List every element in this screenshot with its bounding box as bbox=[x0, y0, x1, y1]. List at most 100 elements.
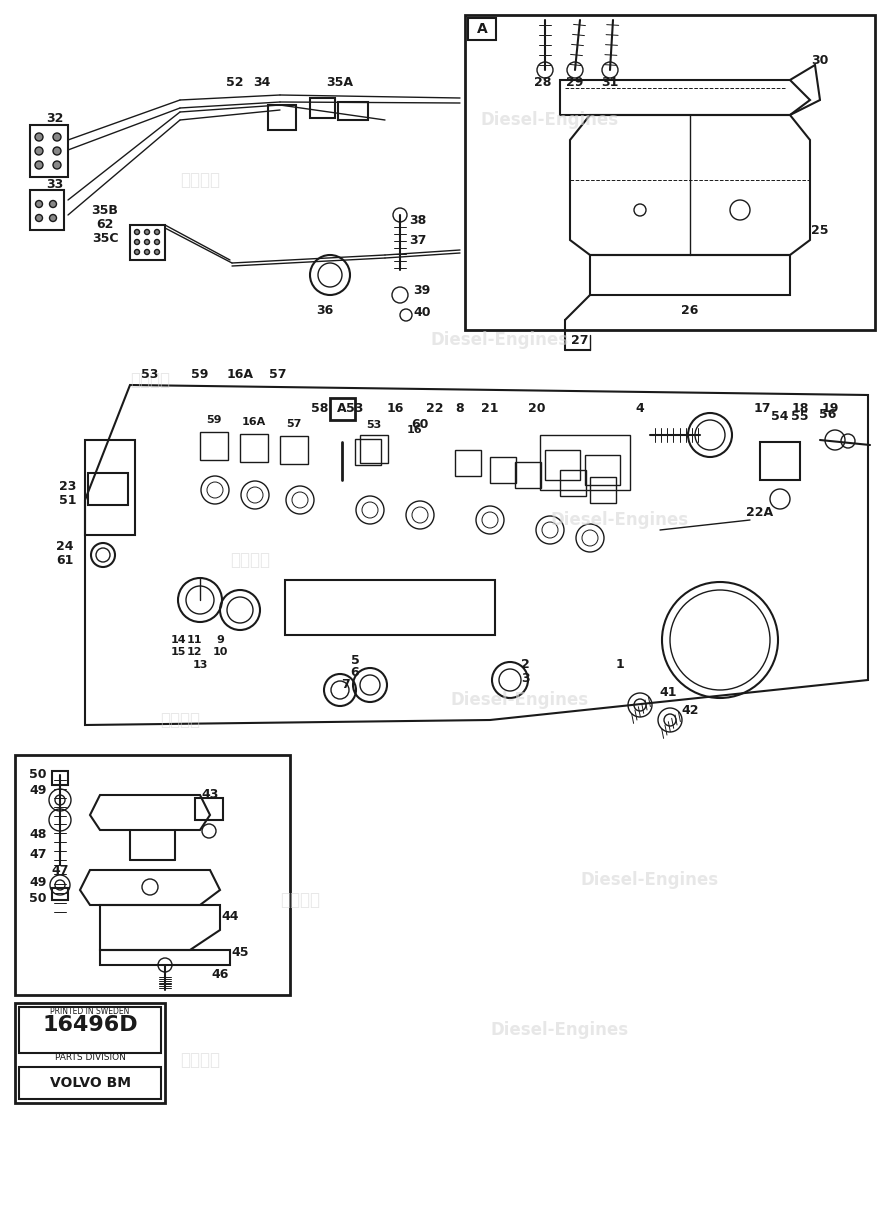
Text: 40: 40 bbox=[413, 305, 431, 319]
Text: 57: 57 bbox=[270, 369, 287, 381]
Text: 35C: 35C bbox=[92, 231, 118, 245]
Circle shape bbox=[53, 133, 61, 141]
Text: 23: 23 bbox=[60, 481, 77, 493]
Circle shape bbox=[134, 240, 140, 245]
Text: 36: 36 bbox=[316, 304, 334, 316]
Text: 16A: 16A bbox=[242, 417, 266, 427]
Bar bbox=[19, 1066, 161, 1098]
Bar bbox=[100, 950, 230, 966]
Text: Diesel-Engines: Diesel-Engines bbox=[451, 691, 589, 708]
Text: 60: 60 bbox=[411, 418, 429, 432]
Text: 12: 12 bbox=[186, 647, 202, 657]
Bar bbox=[515, 462, 541, 488]
Text: 30: 30 bbox=[812, 53, 829, 66]
Text: 50: 50 bbox=[29, 892, 47, 904]
Text: A: A bbox=[337, 402, 347, 416]
Text: 4: 4 bbox=[635, 401, 644, 415]
Text: 5: 5 bbox=[351, 653, 360, 667]
Text: 59: 59 bbox=[191, 369, 208, 381]
Circle shape bbox=[35, 148, 43, 155]
Text: 聚发动力: 聚发动力 bbox=[180, 1050, 220, 1069]
Text: 1: 1 bbox=[616, 658, 625, 672]
Bar bbox=[355, 439, 381, 465]
Text: Diesel-Engines: Diesel-Engines bbox=[431, 331, 569, 349]
Bar bbox=[85, 440, 135, 535]
Circle shape bbox=[50, 200, 56, 208]
Text: 34: 34 bbox=[254, 76, 271, 90]
Bar bbox=[310, 98, 335, 118]
Text: 33: 33 bbox=[46, 178, 63, 192]
Text: Diesel-Engines: Diesel-Engines bbox=[551, 510, 689, 529]
Text: 16: 16 bbox=[386, 402, 404, 416]
Circle shape bbox=[155, 240, 159, 245]
Circle shape bbox=[144, 230, 150, 235]
Text: 聚发动力: 聚发动力 bbox=[230, 551, 270, 569]
Text: 47: 47 bbox=[52, 863, 69, 877]
Text: 13: 13 bbox=[192, 661, 207, 670]
Bar bbox=[490, 458, 516, 483]
Circle shape bbox=[35, 133, 43, 141]
Text: 49: 49 bbox=[29, 784, 46, 797]
Text: 58: 58 bbox=[312, 401, 328, 415]
Bar bbox=[52, 888, 68, 900]
Text: 45: 45 bbox=[231, 946, 248, 958]
Text: 聚发动力: 聚发动力 bbox=[130, 371, 170, 389]
Text: 14: 14 bbox=[170, 635, 186, 645]
Text: 39: 39 bbox=[413, 283, 431, 296]
Circle shape bbox=[36, 214, 43, 221]
Bar bbox=[760, 442, 800, 480]
Bar bbox=[455, 450, 481, 476]
Text: 24: 24 bbox=[56, 540, 74, 554]
Text: 53: 53 bbox=[367, 419, 382, 430]
Text: 53: 53 bbox=[142, 369, 158, 381]
Text: 48: 48 bbox=[29, 829, 46, 841]
Text: Diesel-Engines: Diesel-Engines bbox=[491, 1021, 629, 1039]
Bar bbox=[15, 1002, 165, 1103]
Text: 38: 38 bbox=[409, 214, 426, 226]
Text: 54: 54 bbox=[772, 410, 789, 422]
Text: 17: 17 bbox=[753, 401, 771, 415]
Text: 47: 47 bbox=[29, 849, 47, 861]
Text: 50: 50 bbox=[29, 769, 47, 781]
Text: 聚发动力: 聚发动力 bbox=[280, 891, 320, 909]
Bar bbox=[330, 399, 355, 419]
Text: 46: 46 bbox=[211, 968, 229, 982]
Bar bbox=[540, 435, 630, 490]
Text: 8: 8 bbox=[456, 402, 465, 416]
Text: 41: 41 bbox=[659, 686, 676, 700]
Text: 3: 3 bbox=[521, 672, 530, 685]
Text: 61: 61 bbox=[56, 554, 74, 567]
Text: 20: 20 bbox=[529, 401, 546, 415]
Text: 29: 29 bbox=[566, 76, 584, 90]
Text: VOLVO BM: VOLVO BM bbox=[50, 1076, 131, 1090]
Text: 22: 22 bbox=[426, 402, 444, 416]
Circle shape bbox=[50, 214, 56, 221]
Bar bbox=[465, 15, 875, 330]
Text: 35A: 35A bbox=[327, 75, 353, 89]
Bar bbox=[200, 432, 228, 460]
Circle shape bbox=[53, 161, 61, 169]
Text: 59: 59 bbox=[206, 415, 222, 426]
Bar bbox=[285, 581, 495, 635]
Bar bbox=[590, 477, 616, 503]
Text: 22A: 22A bbox=[747, 507, 773, 519]
Bar bbox=[268, 105, 296, 130]
Text: A: A bbox=[477, 22, 488, 36]
Bar bbox=[240, 434, 268, 462]
Text: 32: 32 bbox=[46, 112, 64, 124]
Text: 25: 25 bbox=[812, 224, 829, 236]
Text: 16: 16 bbox=[406, 426, 422, 435]
Text: 28: 28 bbox=[534, 76, 552, 90]
Text: Diesel-Engines: Diesel-Engines bbox=[481, 111, 619, 129]
Text: 43: 43 bbox=[201, 788, 219, 802]
Text: PRINTED IN SWEDEN: PRINTED IN SWEDEN bbox=[51, 1006, 130, 1016]
Circle shape bbox=[144, 250, 150, 255]
Text: 9: 9 bbox=[216, 635, 224, 645]
Bar bbox=[30, 125, 68, 177]
Text: 51: 51 bbox=[60, 493, 77, 507]
Circle shape bbox=[134, 230, 140, 235]
Bar bbox=[338, 102, 368, 121]
Text: 15: 15 bbox=[170, 647, 186, 657]
Text: 聚发动力: 聚发动力 bbox=[160, 711, 200, 729]
Text: 16496D: 16496D bbox=[42, 1015, 138, 1034]
